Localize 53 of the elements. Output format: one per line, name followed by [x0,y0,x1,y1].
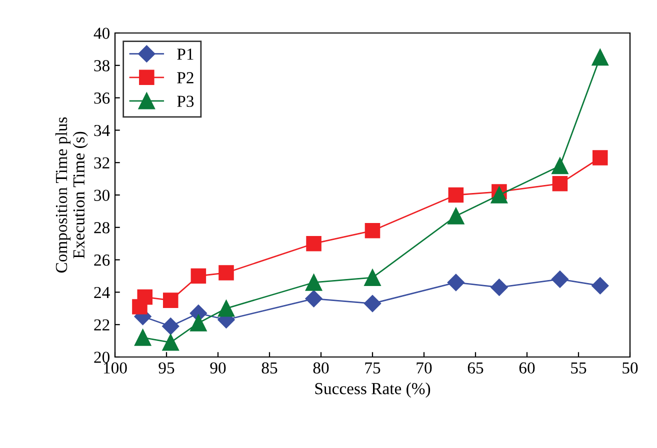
point [162,292,178,308]
y-axis-title: Composition Time plus Execution Time (s) [55,117,88,273]
point [447,274,464,292]
y-tick-label: 20 [94,352,110,363]
x-tick-label: 55 [571,362,586,374]
point [134,329,152,346]
x-tick-label: 70 [416,362,432,374]
point [305,290,322,308]
point [364,223,380,238]
point [190,314,207,332]
x-tick-label: 85 [262,362,278,374]
x-tick-label: 75 [365,362,380,374]
point [490,278,508,296]
x-tick-label: 90 [210,362,226,374]
point [190,268,206,284]
x-axis-title: Success Rate (%) [315,382,430,398]
x-tick-label: 65 [468,362,484,374]
y-tick-label: 24 [94,286,110,298]
point [448,208,464,224]
point [592,150,608,166]
point [490,186,508,204]
legend-label: P1 [177,48,194,60]
y-tick-label: 22 [94,319,110,330]
point [218,265,234,280]
point [364,269,381,286]
point [137,289,153,305]
y-tick-label: 28 [94,222,110,234]
legend-label: P3 [177,96,194,107]
x-tick-label: 80 [313,362,329,374]
point [552,176,568,192]
y-tick-label: 40 [94,28,110,39]
x-tick-label: 60 [519,362,535,374]
y-tick-label: 34 [94,124,110,136]
point [592,48,608,66]
y-tick-label: 36 [94,92,110,104]
y-tick-label: 32 [94,157,110,169]
point [551,270,569,288]
x-tick-label: 95 [158,362,174,374]
y-tick-label: 26 [94,254,110,266]
point [305,274,322,291]
y-tick-label: 30 [94,190,110,201]
point [162,318,180,335]
point [448,187,464,203]
point [218,300,235,317]
legend-label: P2 [177,72,194,84]
point [162,334,179,351]
x-tick-label: 100 [104,362,127,374]
y-tick-label: 38 [94,60,110,72]
point [306,236,322,252]
point [552,158,568,174]
point [364,294,382,312]
x-tick-label: 50 [622,362,638,374]
point [592,277,609,294]
